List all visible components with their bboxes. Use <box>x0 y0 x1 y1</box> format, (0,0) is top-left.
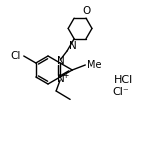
Text: N: N <box>69 41 77 51</box>
Text: Cl⁻: Cl⁻ <box>112 87 129 97</box>
Text: N: N <box>57 74 65 84</box>
Text: HCl: HCl <box>114 75 133 85</box>
Text: Cl: Cl <box>10 51 21 61</box>
Text: O: O <box>82 6 90 16</box>
Text: Me: Me <box>87 60 102 70</box>
Text: +: + <box>62 72 69 81</box>
Text: N: N <box>57 57 65 66</box>
